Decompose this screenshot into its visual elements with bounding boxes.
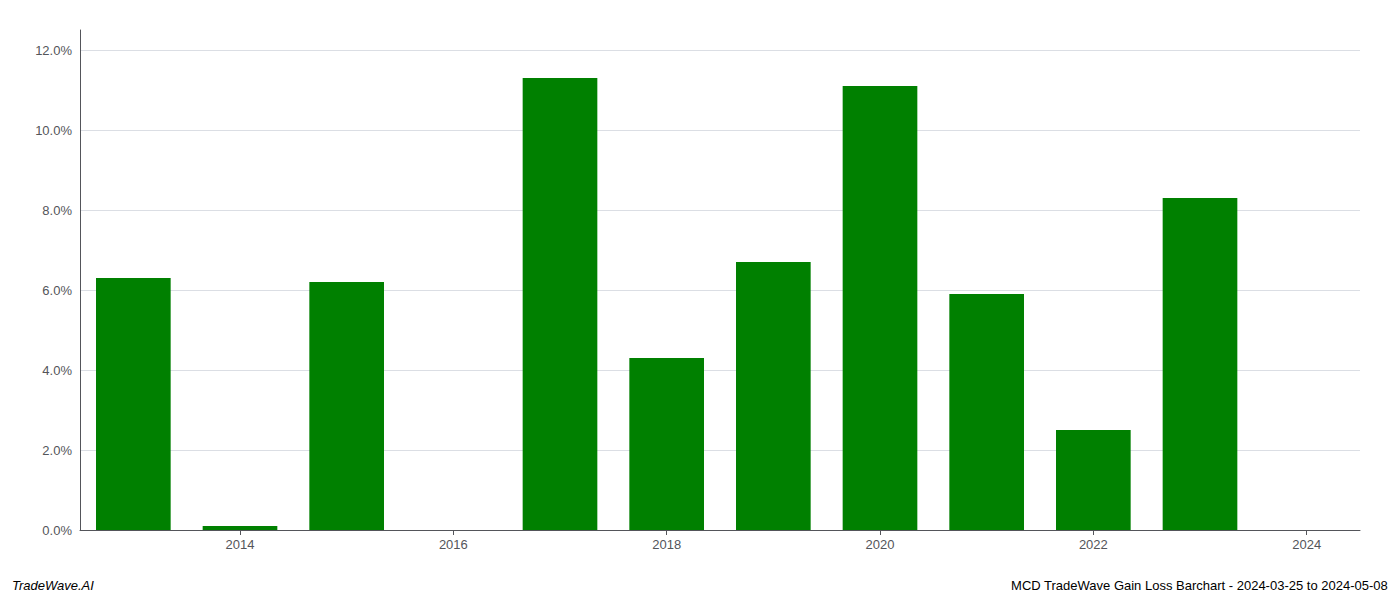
- svg-text:2016: 2016: [439, 537, 468, 552]
- svg-text:MCD TradeWave Gain Loss Barcha: MCD TradeWave Gain Loss Barchart - 2024-…: [1011, 578, 1388, 593]
- svg-text:TradeWave.AI: TradeWave.AI: [12, 578, 94, 593]
- svg-text:2.0%: 2.0%: [42, 443, 72, 458]
- svg-text:2018: 2018: [652, 537, 681, 552]
- svg-text:2024: 2024: [1292, 537, 1321, 552]
- svg-text:6.0%: 6.0%: [42, 283, 72, 298]
- svg-text:10.0%: 10.0%: [35, 123, 72, 138]
- svg-text:2020: 2020: [866, 537, 895, 552]
- svg-text:2014: 2014: [226, 537, 255, 552]
- svg-text:8.0%: 8.0%: [42, 203, 72, 218]
- svg-text:4.0%: 4.0%: [42, 363, 72, 378]
- svg-text:12.0%: 12.0%: [35, 43, 72, 58]
- svg-text:2022: 2022: [1079, 537, 1108, 552]
- svg-text:0.0%: 0.0%: [42, 523, 72, 538]
